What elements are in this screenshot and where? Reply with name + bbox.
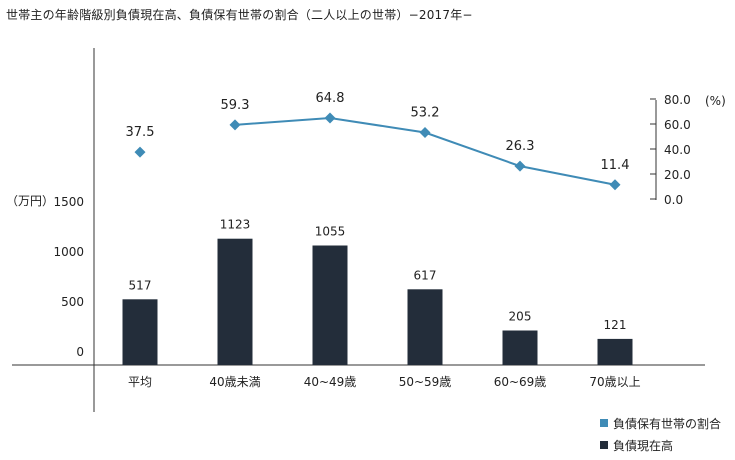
bar xyxy=(312,245,348,365)
line-point-marker xyxy=(609,179,621,191)
line-point-marker xyxy=(514,160,526,172)
legend: 負債保有世帯の割合 負債現在高 xyxy=(600,414,721,458)
line-value-labels: 37.5 59.3 64.8 53.2 26.3 11.4 xyxy=(126,91,630,173)
legend-label-debt: 負債現在高 xyxy=(613,438,674,453)
bar-value-label: 1123 xyxy=(220,218,251,232)
line-value-label: 37.5 xyxy=(126,125,155,140)
bar-value-label: 617 xyxy=(414,268,437,282)
line-value-label: 11.4 xyxy=(601,158,630,173)
line-value-label: 53.2 xyxy=(411,106,440,121)
bar xyxy=(502,330,538,365)
bar-value-label: 517 xyxy=(129,278,152,292)
axes: （万円） (%) xyxy=(6,48,726,412)
category-labels: 平均 40歳未満 40~49歳 50~59歳 60~69歳 70歳以上 xyxy=(128,375,641,389)
bar-value-label: 205 xyxy=(509,310,532,324)
line-point-marker xyxy=(324,112,336,124)
left-tick-label: 0 xyxy=(76,345,84,359)
category-label: 50~59歳 xyxy=(399,375,452,389)
right-tick-label: 40.0 xyxy=(664,143,691,157)
right-axis-ticks: 80.0 60.0 40.0 20.0 0.0 xyxy=(650,93,691,207)
left-tick-label: 500 xyxy=(61,295,84,309)
bar xyxy=(407,289,443,365)
legend-swatch-ratio xyxy=(600,419,608,427)
legend-item-debt: 負債現在高 xyxy=(600,436,721,454)
bar-value-label: 1055 xyxy=(315,225,346,239)
left-tick-label: 1500 xyxy=(53,195,84,209)
bar xyxy=(597,338,633,365)
line-point-marker xyxy=(419,127,431,138)
category-label: 40歳未満 xyxy=(209,375,260,389)
bar-value-label: 121 xyxy=(604,318,627,332)
bar-series xyxy=(122,238,633,365)
left-axis-ticks: 1500 1000 500 0 xyxy=(53,195,84,359)
right-tick-label: 60.0 xyxy=(664,118,691,132)
line-points xyxy=(134,112,621,191)
legend-item-ratio: 負債保有世帯の割合 xyxy=(600,414,721,432)
line-value-label: 64.8 xyxy=(316,91,345,106)
right-tick-label: 20.0 xyxy=(664,168,691,182)
category-label: 平均 xyxy=(128,375,152,389)
category-label: 40~49歳 xyxy=(304,375,357,389)
chart-title: 世帯主の年齢階級別負債現在高、負債保有世帯の割合（二人以上の世帯）−2017年− xyxy=(6,8,473,22)
line-point-marker xyxy=(229,119,241,131)
category-label: 70歳以上 xyxy=(589,375,640,389)
right-tick-label: 0.0 xyxy=(664,193,683,207)
bar-value-labels: 517 1123 1055 617 205 121 xyxy=(129,218,627,332)
category-label: 60~69歳 xyxy=(494,375,547,389)
bar xyxy=(122,299,158,365)
right-tick-label: 80.0 xyxy=(664,93,691,107)
line-value-label: 26.3 xyxy=(506,139,535,154)
line-value-label: 59.3 xyxy=(221,98,250,113)
legend-label-ratio: 負債保有世帯の割合 xyxy=(613,416,722,431)
left-axis-unit-label: （万円） xyxy=(6,194,54,208)
left-tick-label: 1000 xyxy=(53,245,84,259)
right-axis-unit-label: (%) xyxy=(705,94,726,108)
line-point-marker xyxy=(134,146,146,158)
legend-swatch-debt xyxy=(600,441,608,449)
bar xyxy=(217,238,253,365)
